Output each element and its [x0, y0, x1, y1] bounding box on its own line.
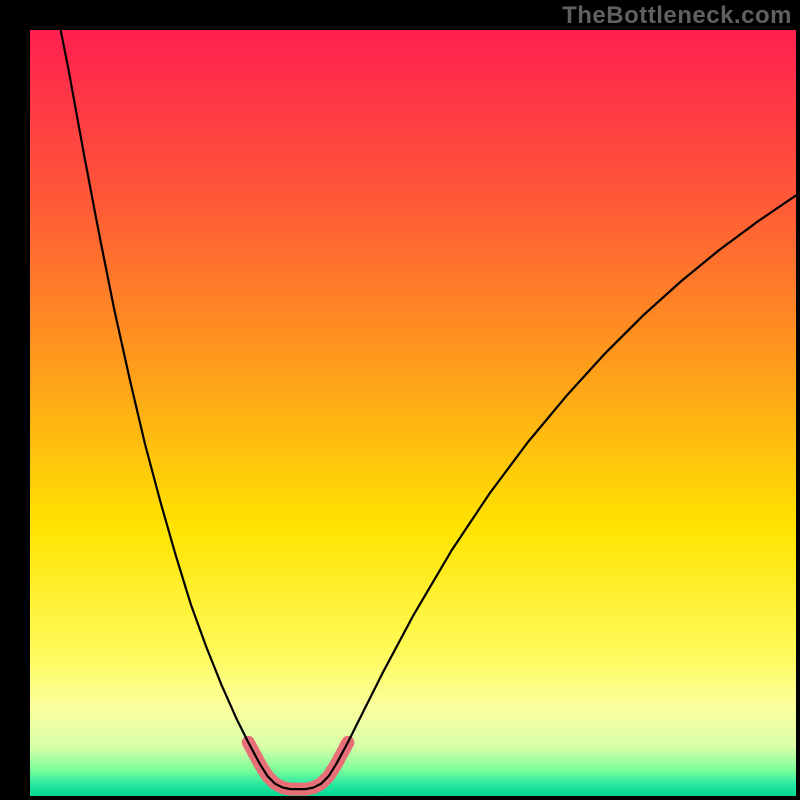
gradient-background [30, 30, 796, 796]
watermark-text: TheBottleneck.com [562, 2, 792, 30]
plot-area [30, 30, 796, 796]
plot-svg [30, 30, 796, 796]
chart-frame: TheBottleneck.com [0, 0, 800, 800]
